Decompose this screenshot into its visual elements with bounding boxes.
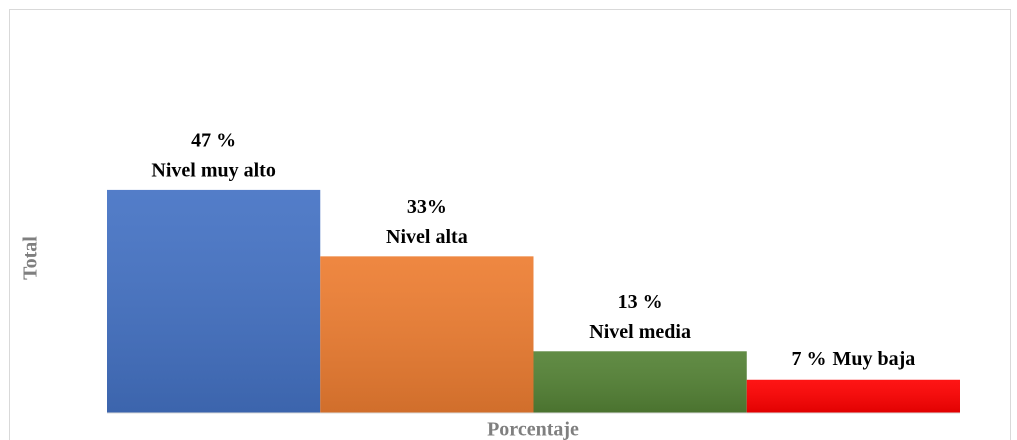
value-label: 13 %	[618, 291, 663, 313]
bar-shade	[107, 189, 321, 413]
y-axis-label: Total	[20, 236, 42, 280]
value-label: 47 %	[191, 130, 236, 152]
data-label: 7 % Muy baja	[791, 347, 915, 369]
category-label: Nivel media	[589, 321, 691, 343]
value-label: 33%	[407, 196, 447, 218]
category-label: Muy baja	[832, 347, 915, 369]
x-axis-label: Porcentaje	[487, 419, 579, 440]
bar-shade	[746, 379, 960, 413]
bar-shade	[533, 351, 747, 413]
value-label: 7 %	[791, 347, 826, 369]
chart-frame	[9, 9, 1011, 440]
category-label: Nivel alta	[386, 226, 468, 248]
category-label: Nivel muy alto	[151, 160, 275, 182]
bar-shade	[320, 256, 534, 413]
